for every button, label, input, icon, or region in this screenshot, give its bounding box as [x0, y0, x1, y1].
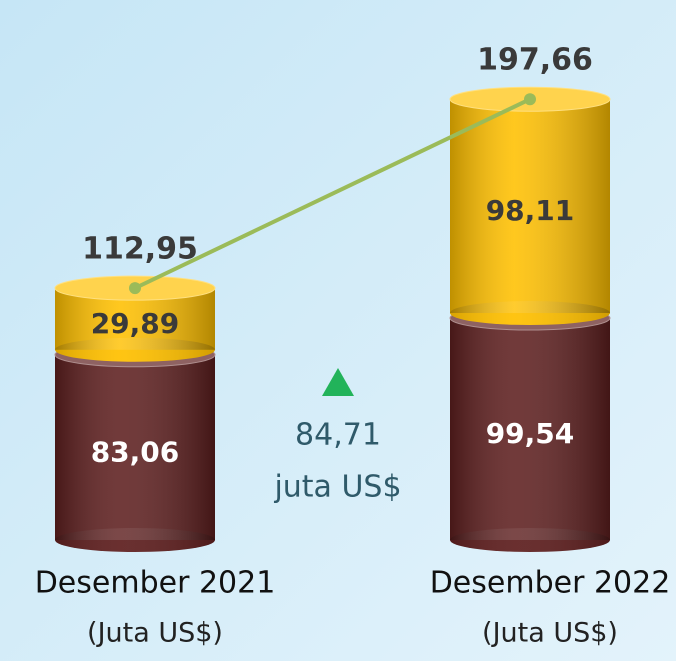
cylinder-bottom-shade	[55, 528, 215, 552]
cylinder-shade	[450, 318, 610, 540]
total-point	[524, 93, 536, 106]
total-label: 112,95	[82, 232, 198, 267]
x-unit-label: (Juta US$)	[482, 618, 618, 649]
cylinder-bottom-shade	[55, 337, 215, 362]
value-label: 83,06	[91, 435, 180, 468]
cylinder-bottom-shade	[450, 301, 610, 326]
cylinder-shade	[450, 99, 610, 314]
value-label: 99,54	[486, 417, 575, 450]
total-point	[129, 282, 141, 295]
change-unit: juta US$	[273, 470, 401, 505]
cylinder-shade	[55, 354, 215, 540]
cylinder-segment	[54, 275, 216, 362]
x-tick-label: Desember 2022	[430, 566, 671, 601]
x-tick-label: Desember 2021	[35, 566, 276, 601]
total-line	[134, 97, 531, 290]
cylinder-bottom-shade	[450, 528, 610, 552]
x-unit-label: (Juta US$)	[87, 618, 223, 649]
value-label: 98,11	[486, 194, 575, 227]
change-value: 84,71	[295, 418, 381, 453]
total-label: 197,66	[477, 43, 593, 78]
value-label: 29,89	[91, 307, 180, 340]
increase-icon	[322, 368, 354, 396]
